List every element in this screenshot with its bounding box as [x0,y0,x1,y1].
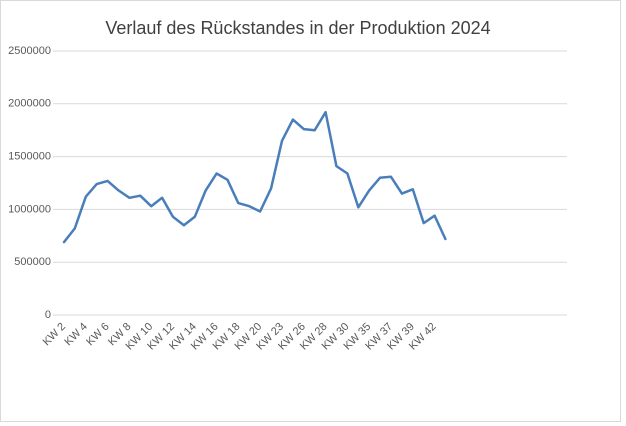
y-tick-label: 2000000 [8,98,51,110]
y-tick-label: 0 [45,309,51,321]
chart-title: Verlauf des Rückstandes in der Produktio… [105,18,490,38]
y-tick-label: 500000 [14,256,51,268]
y-tick-label: 1000000 [8,203,51,215]
line [62,110,447,244]
y-tick-label: 2500000 [8,45,51,57]
y-tick-label: 1500000 [8,151,51,163]
